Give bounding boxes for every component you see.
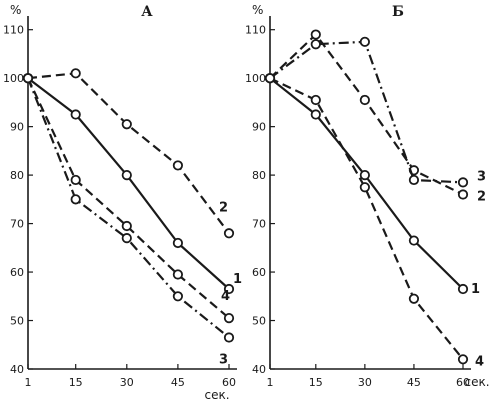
data-point xyxy=(223,228,235,239)
series-label: 3 xyxy=(219,352,228,367)
series-label: 4 xyxy=(475,354,484,369)
y-tick-label: 90 xyxy=(10,121,24,134)
y-tick-label: 70 xyxy=(252,218,266,231)
data-point xyxy=(172,269,183,280)
x-tick-label: 1 xyxy=(25,376,32,389)
panel-label: А xyxy=(141,4,153,20)
data-point xyxy=(408,174,420,186)
series-3: 3 xyxy=(264,36,486,188)
y-tick-label: 90 xyxy=(252,121,266,134)
y-tick-label: 110 xyxy=(3,24,24,37)
series-line xyxy=(269,40,464,184)
data-point xyxy=(310,39,321,50)
series-1: 1 xyxy=(264,73,480,297)
y-tick-label: 70 xyxy=(10,218,24,231)
x-axis-label: сек. xyxy=(464,375,489,389)
data-point xyxy=(310,109,321,120)
x-tick-label: 45 xyxy=(407,376,421,389)
y-tick-label: 80 xyxy=(10,169,24,182)
y-tick-label: 110 xyxy=(245,24,266,37)
x-axis-label: сек. xyxy=(204,388,229,402)
y-tick-label: 40 xyxy=(252,363,266,376)
data-point xyxy=(310,94,321,106)
chart-panel-1: 40 50 60 70 80 90 100 110 1 15 30 45 60% сек. А 1 2 3 4 xyxy=(3,3,242,402)
y-axis-label: % xyxy=(10,3,21,17)
x-tick-label: 45 xyxy=(171,376,185,389)
x-tick-label: 30 xyxy=(358,376,372,389)
data-point xyxy=(359,36,370,47)
data-point xyxy=(70,174,81,186)
series-4: 4 xyxy=(264,73,484,369)
data-point xyxy=(359,94,370,106)
series-label: 1 xyxy=(233,272,242,287)
x-tick-label: 1 xyxy=(267,376,274,389)
y-tick-label: 100 xyxy=(3,72,24,85)
series-3: 3 xyxy=(22,73,235,367)
data-point xyxy=(223,313,235,324)
series-label: 2 xyxy=(219,200,228,215)
y-tick-label: 50 xyxy=(10,315,24,328)
data-point xyxy=(172,160,183,171)
x-tick-label: 60 xyxy=(456,376,470,389)
data-point xyxy=(457,177,469,188)
data-point xyxy=(223,283,235,295)
y-tick-label: 40 xyxy=(10,363,24,376)
data-point xyxy=(310,29,321,40)
series-line xyxy=(27,77,230,319)
series-line xyxy=(26,77,230,339)
data-point xyxy=(121,170,132,181)
y-tick-label: 100 xyxy=(245,72,266,85)
data-point xyxy=(457,189,469,200)
x-tick-label: 60 xyxy=(222,376,236,389)
data-point xyxy=(264,73,276,84)
series-label: 2 xyxy=(477,190,486,205)
data-point xyxy=(70,194,81,205)
data-point xyxy=(408,293,420,304)
series-2: 2 xyxy=(264,29,486,205)
series-1: 1 xyxy=(22,73,242,295)
data-point xyxy=(22,73,34,84)
y-tick-label: 80 xyxy=(252,169,266,182)
data-point xyxy=(408,235,420,246)
y-tick-label: 50 xyxy=(252,315,266,328)
data-point xyxy=(457,354,469,365)
data-point xyxy=(121,220,132,232)
chart-panel-2: 40 50 60 70 80 90 100 110 1 15 30 45 60% сек. Б 1 2 3 4 xyxy=(245,3,490,389)
data-point xyxy=(70,68,81,79)
data-point xyxy=(223,332,235,343)
data-point xyxy=(121,119,132,130)
series-label: 1 xyxy=(471,282,480,297)
x-tick-label: 30 xyxy=(120,376,134,389)
y-tick-label: 60 xyxy=(10,266,24,279)
data-point xyxy=(121,233,132,244)
data-point xyxy=(70,109,81,120)
series-label: 3 xyxy=(477,169,486,184)
data-point xyxy=(359,182,370,193)
series-line xyxy=(27,77,230,290)
data-point xyxy=(172,237,183,249)
series-4: 4 xyxy=(22,73,235,324)
data-point xyxy=(172,291,183,302)
data-point xyxy=(359,170,370,181)
series-line xyxy=(269,77,464,360)
series-label: 4 xyxy=(221,289,230,304)
y-tick-label: 60 xyxy=(252,266,266,279)
x-tick-label: 15 xyxy=(309,376,323,389)
panel-label: Б xyxy=(392,4,404,20)
series-2: 2 xyxy=(22,68,235,239)
data-point xyxy=(457,283,469,295)
y-axis-label: % xyxy=(252,3,263,17)
x-tick-label: 15 xyxy=(69,376,83,389)
